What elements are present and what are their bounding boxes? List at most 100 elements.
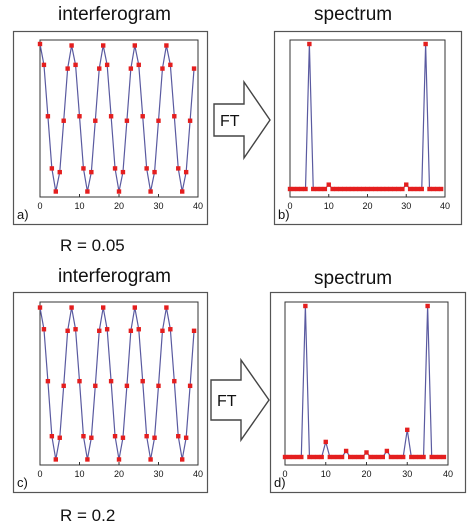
data-point: [73, 62, 78, 68]
data-point: [435, 186, 440, 192]
data-point: [128, 328, 134, 333]
data-point: [404, 182, 409, 187]
x-tick-label: 0: [282, 469, 287, 479]
data-point: [405, 427, 410, 433]
data-point: [81, 166, 86, 171]
data-point: [152, 169, 157, 175]
panel-letter: c): [17, 475, 28, 490]
data-point: [290, 454, 296, 460]
data-point: [295, 454, 300, 460]
data-point: [57, 169, 62, 175]
data-point: [287, 186, 293, 192]
data-point: [384, 186, 390, 192]
data-point: [400, 454, 406, 460]
data-point: [438, 186, 444, 192]
data-point: [421, 454, 426, 460]
x-tick-label: 20: [361, 469, 371, 479]
data-point: [180, 457, 185, 462]
data-point: [411, 186, 417, 192]
data-point: [120, 169, 126, 175]
data-point: [345, 186, 351, 192]
data-point: [427, 186, 432, 192]
data-point: [69, 305, 74, 310]
data-point: [335, 454, 341, 460]
data-point: [433, 454, 438, 460]
data-point: [331, 454, 337, 460]
data-point: [187, 118, 193, 123]
data-point: [128, 66, 134, 71]
x-tick-label: 30: [402, 469, 412, 479]
data-point: [431, 186, 436, 192]
data-point: [400, 186, 405, 192]
data-point: [140, 114, 145, 119]
data-point: [392, 186, 397, 192]
data-point: [85, 189, 90, 194]
ft-arrow-top: FT: [210, 78, 274, 162]
data-point: [191, 328, 197, 333]
arrow-shape-top: [213, 79, 271, 161]
data-point: [41, 62, 47, 68]
data-point: [318, 186, 324, 192]
data-point: [89, 435, 94, 440]
x-tick-label: 20: [114, 469, 124, 479]
data-point: [352, 454, 357, 460]
x-tick-label: 0: [37, 469, 42, 479]
data-point: [376, 186, 382, 192]
data-point: [338, 186, 343, 192]
data-point: [152, 435, 157, 440]
data-point: [349, 186, 355, 192]
x-tick-label: 40: [193, 469, 203, 479]
data-point: [112, 166, 118, 171]
panel-letter: b): [278, 207, 290, 222]
data-point: [65, 66, 70, 71]
data-point: [388, 454, 394, 460]
data-point: [413, 454, 418, 460]
data-point: [365, 186, 370, 192]
data-point: [380, 454, 385, 460]
data-point: [37, 305, 43, 310]
data-point: [164, 43, 169, 48]
data-point: [132, 305, 137, 310]
data-point: [61, 118, 66, 123]
x-tick-label: 40: [440, 201, 450, 211]
panel-c: 0 10 20 30 40 c): [12, 291, 209, 494]
data-point: [168, 62, 173, 68]
x-tick-label: 30: [153, 201, 163, 211]
data-point: [369, 186, 374, 192]
x-tick-label: 20: [114, 201, 124, 211]
data-point: [93, 118, 98, 123]
data-point: [425, 303, 430, 309]
data-point: [144, 434, 149, 439]
data-point: [396, 186, 401, 192]
data-point: [299, 454, 304, 460]
data-point: [323, 439, 328, 445]
data-point: [104, 62, 110, 68]
data-point: [183, 169, 189, 175]
data-point: [311, 454, 316, 460]
data-point: [108, 114, 114, 119]
data-point: [295, 186, 300, 192]
data-point: [144, 166, 149, 171]
data-point: [339, 454, 345, 460]
data-point: [326, 182, 331, 187]
x-tick-label: 30: [153, 469, 163, 479]
data-point: [49, 166, 55, 171]
data-point: [429, 454, 434, 460]
data-point: [45, 378, 51, 384]
data-point: [140, 378, 145, 384]
data-point: [156, 118, 161, 123]
data-point: [168, 327, 173, 332]
data-point: [77, 114, 82, 119]
data-point: [101, 43, 106, 48]
data-point: [291, 186, 297, 192]
data-point: [85, 457, 90, 462]
data-point: [176, 166, 181, 171]
data-point: [360, 454, 365, 460]
panel-letter: a): [17, 207, 29, 222]
data-point: [311, 186, 316, 192]
data-point: [307, 41, 312, 47]
ft-arrow-bottom: FT: [207, 356, 273, 446]
data-point: [441, 454, 447, 460]
panel-frame: [273, 30, 463, 226]
data-point: [156, 383, 161, 389]
